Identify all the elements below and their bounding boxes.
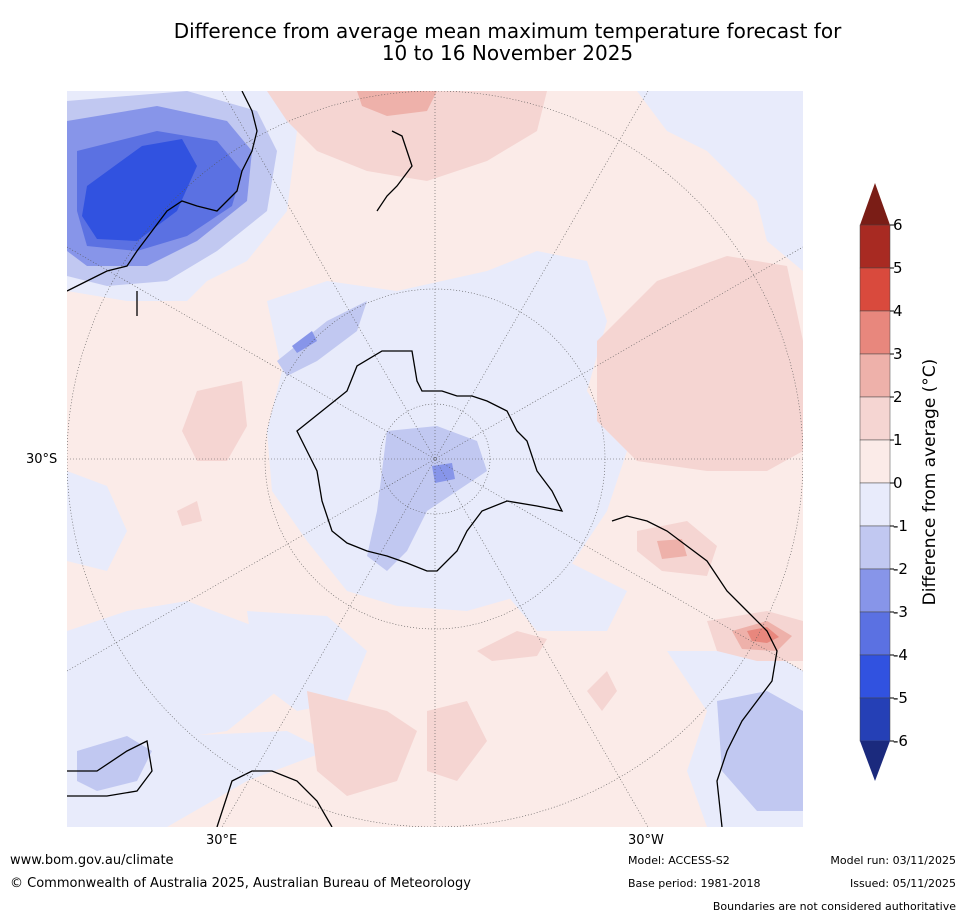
- lat-label-30s: 30°S: [26, 452, 58, 467]
- colorbar-ticks: 6 5 4 3 2 1 0 -1 -2 -3 -4 -5 -6: [890, 216, 908, 750]
- colorbar-tick-label: 5: [893, 259, 903, 277]
- colorbar-tick-label: -3: [893, 603, 908, 621]
- footer-copyright: © Commonwealth of Australia 2025, Austra…: [10, 876, 471, 891]
- map-title-line1: Difference from average mean maximum tem…: [173, 19, 842, 43]
- colorbar-label: Difference from average (°C): [920, 359, 940, 606]
- colorbar-segment: [859, 568, 891, 613]
- graticule: [67, 91, 803, 827]
- colorbar-tick-label: -4: [893, 646, 908, 664]
- colorbar-tick-label: -5: [893, 689, 908, 707]
- colorbar-segment: [859, 267, 891, 312]
- colorbar-segment: [859, 439, 891, 484]
- colorbar-tick-label: 2: [893, 388, 903, 406]
- colorbar-tick-label: 3: [893, 345, 903, 363]
- colorbar-tick-label: -2: [893, 560, 908, 578]
- colorbar-segment: [859, 310, 891, 355]
- map-title: Difference from average mean maximum tem…: [0, 20, 965, 64]
- colorbar-segment: [859, 697, 891, 742]
- footer-base-period: Base period: 1981-2018: [628, 877, 761, 890]
- footer-disclaimer: Boundaries are not considered authoritat…: [712, 900, 956, 913]
- colorbar-tick-label: -6: [893, 732, 908, 750]
- colorbar-tick-label: 0: [893, 474, 903, 492]
- footer-website[interactable]: www.bom.gov.au/climate: [10, 853, 174, 868]
- colorbar-segments: [859, 183, 891, 781]
- colorbar-segment: [859, 482, 891, 527]
- colorbar-tick-label: 6: [893, 216, 903, 234]
- colorbar-segment: [859, 224, 891, 269]
- colorbar-segment: [859, 611, 891, 656]
- colorbar-tick-label: 1: [893, 431, 903, 449]
- map-title-line2: 10 to 16 November 2025: [381, 41, 634, 65]
- footer-model: Model: ACCESS-S2: [628, 854, 730, 867]
- footer-issued: Issued: 05/11/2025: [849, 877, 956, 890]
- colorbar-tick-label: -1: [893, 517, 908, 535]
- lon-label-30w: 30°W: [628, 833, 664, 848]
- colorbar-extend-top: [860, 183, 890, 225]
- colorbar-extend-bottom: [860, 741, 890, 781]
- footer-model-run: Model run: 03/11/2025: [830, 854, 956, 867]
- colorbar-segment: [859, 654, 891, 699]
- colorbar-segment: [859, 353, 891, 398]
- colorbar-segment: [859, 525, 891, 570]
- colorbar: 6 5 4 3 2 1 0 -1 -2 -3 -4 -5 -6 Difference from aver…: [859, 183, 940, 781]
- anomaly-field-minus4: [82, 139, 197, 241]
- temperature-anomaly-map: [67, 91, 803, 827]
- colorbar-segment: [859, 396, 891, 441]
- colorbar-tick-label: 4: [893, 302, 903, 320]
- anomaly-field-plus2: [357, 91, 792, 651]
- lon-label-30e: 30°E: [206, 833, 238, 848]
